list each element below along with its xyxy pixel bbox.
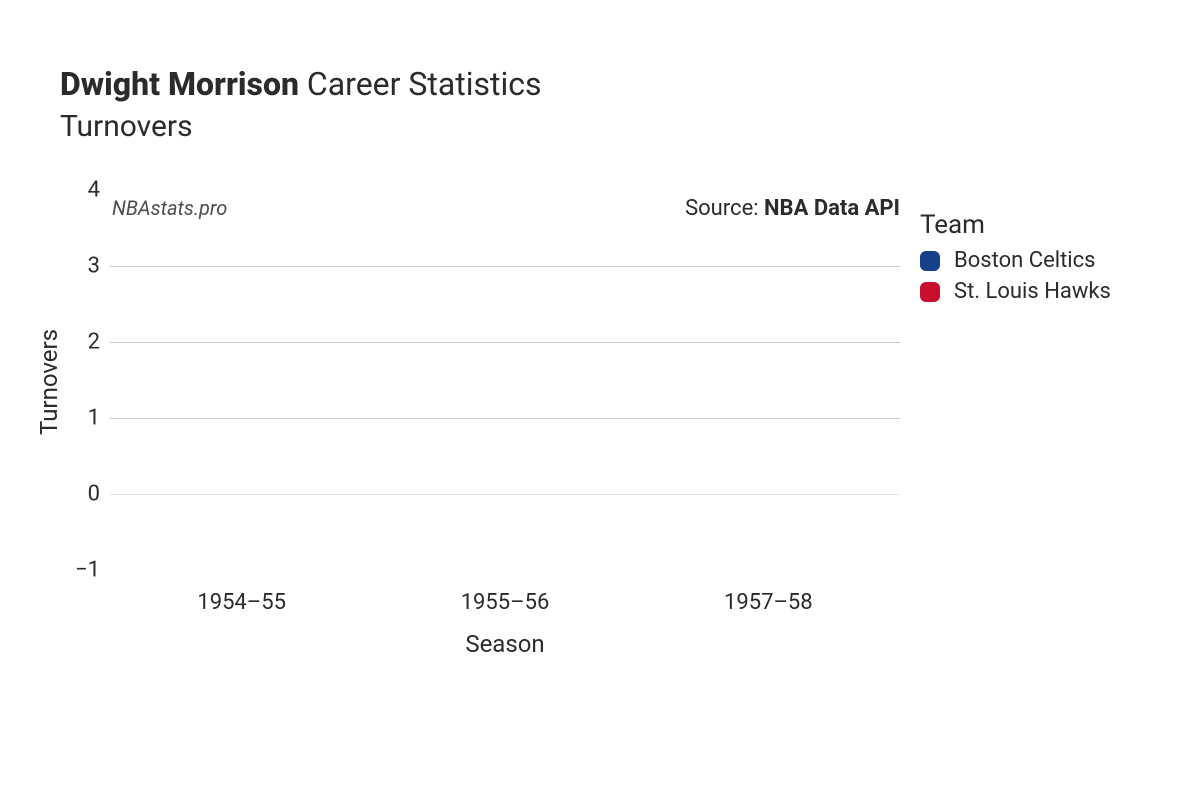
source-prefix: Source: [685, 196, 764, 221]
chart-subtitle: Turnovers [60, 109, 542, 144]
legend-item: St. Louis Hawks [920, 279, 1111, 304]
chart-title-block: Dwight Morrison Career Statistics Turnov… [60, 66, 542, 144]
x-axis-title: Season [465, 630, 544, 658]
y-tick-label: 0 [60, 482, 100, 507]
gridline [110, 266, 900, 267]
watermark-text: NBAstats.pro [112, 196, 227, 220]
chart-title-name: Dwight Morrison [60, 65, 299, 103]
chart-title: Dwight Morrison Career Statistics [60, 66, 542, 103]
legend-swatch [920, 251, 940, 271]
y-tick-label: −1 [60, 558, 100, 583]
x-tick-label: 1957–58 [724, 590, 813, 615]
legend-title: Team [920, 210, 1111, 240]
legend-label: Boston Celtics [954, 248, 1096, 273]
y-tick-label: 3 [60, 254, 100, 279]
y-tick-label: 4 [60, 178, 100, 203]
y-axis-title: Turnovers [35, 329, 63, 435]
chart-title-rest: Career Statistics [299, 65, 542, 103]
gridline [110, 494, 900, 495]
x-tick-label: 1954–55 [197, 590, 286, 615]
legend: Team Boston Celtics St. Louis Hawks [920, 210, 1111, 310]
y-tick-label: 2 [60, 330, 100, 355]
y-tick-label: 1 [60, 406, 100, 431]
plot-area [110, 190, 900, 570]
legend-item: Boston Celtics [920, 248, 1111, 273]
gridline [110, 342, 900, 343]
source-attribution: Source: NBA Data API [685, 196, 900, 221]
source-name: NBA Data API [764, 196, 900, 221]
x-tick-label: 1955–56 [461, 590, 550, 615]
legend-label: St. Louis Hawks [954, 279, 1111, 304]
legend-swatch [920, 282, 940, 302]
gridline [110, 418, 900, 419]
